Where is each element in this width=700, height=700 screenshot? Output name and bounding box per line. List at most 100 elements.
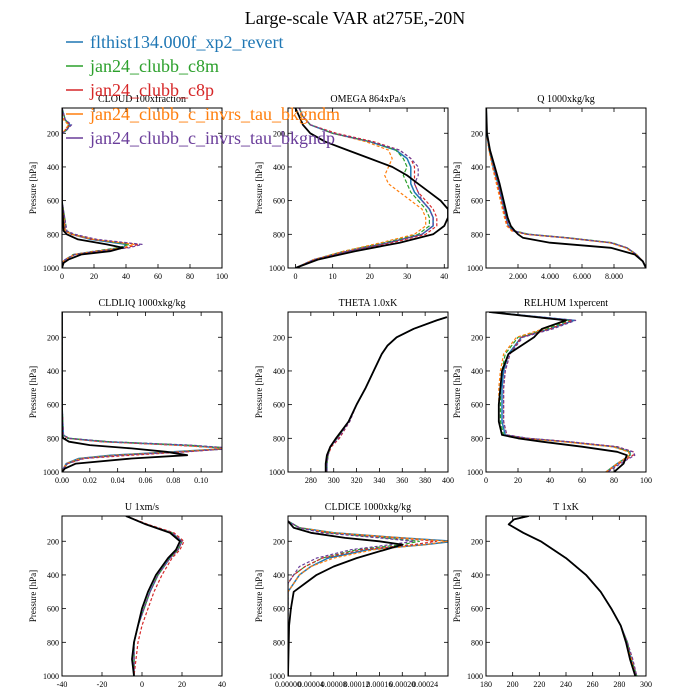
legend-label: jan24_clubb_c8m	[89, 56, 219, 76]
y-tick-label: 400	[47, 367, 59, 376]
y-tick-label: 200	[471, 333, 483, 342]
series-line-4	[62, 312, 222, 472]
x-tick-label: 0.08	[166, 476, 180, 485]
x-tick-label: 80	[186, 272, 194, 281]
y-tick-label: 1000	[269, 468, 285, 477]
legend-item: jan24_clubb_c_invrs_tau_bkgndm	[66, 104, 340, 124]
y-tick-label: 200	[47, 537, 59, 546]
y-axis-label: Pressure [hPa]	[452, 162, 462, 214]
y-tick-label: 600	[471, 605, 483, 614]
series-group	[489, 312, 636, 472]
x-tick-label: 40	[122, 272, 130, 281]
series-line-4	[508, 516, 638, 676]
series-line-5	[295, 108, 434, 268]
series-line-6	[62, 108, 124, 268]
y-tick-label: 1000	[467, 264, 483, 273]
x-tick-label: 60	[578, 476, 586, 485]
series-line-6	[125, 516, 181, 676]
series-line-1	[489, 312, 631, 472]
series-group	[288, 520, 448, 676]
x-tick-label: 260	[587, 680, 599, 689]
plot-frame	[61, 107, 223, 269]
plot-frame	[485, 311, 647, 473]
panel-8: CLDICE 1000xkg/kg Pressure [hPa] 200 400 600…	[254, 502, 449, 689]
series-group	[294, 108, 448, 268]
series-group	[62, 312, 222, 472]
x-tick-label: 0.00024	[412, 680, 438, 689]
y-tick-label: 800	[273, 230, 285, 239]
x-tick-label: 0	[60, 272, 64, 281]
series-group	[507, 516, 638, 676]
y-tick-label: 1000	[43, 672, 59, 681]
panel-title: THETA 1.0xK	[339, 298, 398, 309]
y-tick-label: 1000	[269, 672, 285, 681]
panel-title: Q 1000xkg/kg	[537, 94, 595, 105]
panel-title: OMEGA 864xPa/s	[330, 94, 405, 105]
y-tick-label: 1000	[467, 672, 483, 681]
series-line-3	[326, 316, 448, 472]
y-tick-label: 200	[471, 537, 483, 546]
x-tick-label: 30	[403, 272, 411, 281]
series-line-2	[326, 316, 448, 472]
x-tick-label: 10	[329, 272, 337, 281]
legend-label: flthist134.000f_xp2_revert	[90, 32, 283, 52]
x-tick-label: 0.00008	[321, 680, 347, 689]
series-line-6	[324, 316, 448, 472]
series-group	[486, 108, 646, 268]
y-tick-label: 400	[471, 571, 483, 580]
y-tick-label: 400	[471, 367, 483, 376]
x-tick-label: -40	[57, 680, 68, 689]
y-tick-label: 600	[273, 605, 285, 614]
series-line-3	[125, 516, 185, 676]
x-tick-label: 0.04	[111, 476, 125, 485]
series-line-5	[508, 516, 638, 676]
series-group	[62, 108, 143, 268]
x-tick-label: 40	[546, 476, 554, 485]
x-tick-label: 0.00000	[275, 680, 301, 689]
x-tick-label: 20	[178, 680, 186, 689]
panel-title: T 1xK	[553, 502, 579, 513]
x-tick-label: 4.000	[541, 272, 559, 281]
y-tick-label: 400	[273, 571, 285, 580]
y-tick-label: 800	[273, 638, 285, 647]
y-tick-label: 800	[471, 230, 483, 239]
x-tick-label: 8.000	[605, 272, 623, 281]
x-tick-label: 0	[140, 680, 144, 689]
series-line-3	[288, 520, 438, 676]
plot-frame	[287, 515, 449, 677]
series-line-2	[489, 312, 631, 472]
series-line-5	[62, 312, 222, 472]
x-tick-label: 100	[640, 476, 652, 485]
y-tick-label: 800	[471, 638, 483, 647]
x-tick-label: 40	[218, 680, 226, 689]
y-tick-label: 200	[471, 129, 483, 138]
y-tick-label: 1000	[467, 468, 483, 477]
series-line-5	[125, 516, 183, 676]
legend-item: jan24_clubb_c8p	[66, 80, 214, 100]
series-line-3	[508, 516, 638, 676]
x-tick-label: 300	[640, 680, 652, 689]
x-tick-label: 0.00012	[344, 680, 370, 689]
legend-item: jan24_clubb_c_invrs_tau_bkgndp	[66, 128, 335, 148]
x-tick-label: 240	[560, 680, 572, 689]
x-tick-label: 220	[533, 680, 545, 689]
plot-frame	[485, 107, 647, 269]
panel-4: CLDLIQ 1000xkg/kg Pressure [hPa] 200 400 600…	[28, 298, 223, 485]
legend: flthist134.000f_xp2_revert jan24_clubb_c8…	[66, 32, 340, 148]
panel-5: THETA 1.0xK Pressure [hPa] 200 400 600 800 100…	[254, 298, 454, 485]
panel-title: U 1xm/s	[125, 502, 159, 513]
y-tick-label: 600	[471, 197, 483, 206]
x-tick-label: 80	[610, 476, 618, 485]
series-line-4	[489, 312, 631, 472]
panel-title: CLOUD 100xfraction	[98, 94, 186, 105]
plot-frame	[61, 311, 223, 473]
legend-item: jan24_clubb_c8m	[66, 56, 219, 76]
series-line-2	[508, 516, 638, 676]
plot-frame	[287, 107, 449, 269]
y-axis-label: Pressure [hPa]	[28, 570, 38, 622]
